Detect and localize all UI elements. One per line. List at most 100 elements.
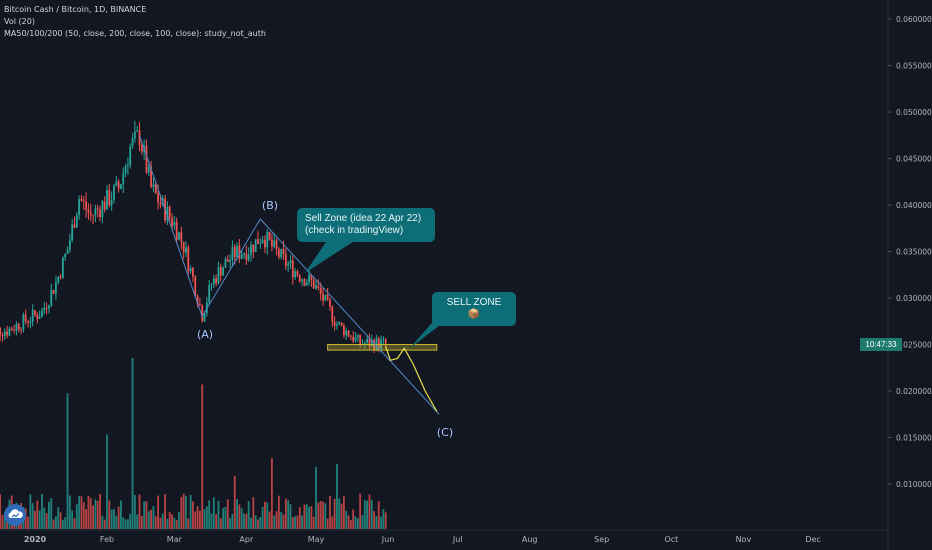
- volume-bar: [224, 506, 227, 529]
- time-axis[interactable]: 2020 Feb Mar Apr May Jun Jul Aug Sep Oct Nov Dec: [24, 535, 821, 544]
- volume-bar: [64, 517, 67, 529]
- volume-bar: [152, 506, 155, 529]
- volume-bar: [106, 434, 108, 529]
- candle-body: [147, 166, 150, 173]
- volume-bar: [199, 510, 201, 529]
- volume-bar: [303, 504, 306, 529]
- candle-body: [226, 259, 229, 262]
- volume-bar: [370, 500, 373, 529]
- volume-bar: [280, 511, 283, 529]
- y-tick-label: 0.045000: [896, 155, 932, 164]
- price-axis[interactable]: 0.060000 0.055000 0.050000 0.045000 0.040000…: [888, 15, 932, 489]
- volume-bar: [38, 510, 41, 529]
- volume-bar: [254, 515, 257, 529]
- symbol-title[interactable]: Bitcoin Cash / Bitcoin, 1D, BINANCE: [4, 5, 147, 14]
- candle-body: [319, 287, 322, 294]
- volume-bar: [373, 511, 375, 529]
- candle-body: [140, 145, 143, 152]
- volume-bar: [212, 497, 215, 529]
- volume-bar: [250, 517, 252, 529]
- volume-bar: [380, 516, 382, 529]
- candle-body: [89, 212, 92, 216]
- volume-bar: [66, 393, 69, 529]
- candle-body: [250, 244, 252, 255]
- forecast-path: [385, 346, 438, 412]
- volume-bar: [147, 511, 150, 529]
- volume-bar: [171, 514, 173, 529]
- candle-body: [43, 307, 46, 311]
- sell-zone-callout[interactable]: SELL ZONE 📦: [432, 292, 516, 326]
- candle-body: [268, 231, 271, 240]
- wave-labels: (A) (B) (C): [197, 199, 453, 439]
- candle-body: [36, 314, 39, 319]
- candle-body: [115, 181, 118, 186]
- cloud-icon: [8, 509, 23, 518]
- candle-body: [247, 254, 250, 261]
- candle-body: [359, 334, 362, 345]
- volume-bar: [377, 501, 380, 529]
- candle-body: [363, 343, 366, 345]
- volume-indicator-label[interactable]: Vol (20): [4, 17, 35, 26]
- volume-bar: [201, 384, 204, 529]
- candle-body: [78, 199, 81, 215]
- candle-body: [192, 267, 194, 277]
- volume-bar: [55, 516, 57, 529]
- candle-body: [45, 307, 48, 309]
- candle-body: [6, 331, 9, 336]
- candle-body: [8, 328, 11, 336]
- candle-body: [92, 215, 94, 217]
- candle-body: [245, 253, 248, 261]
- tradingview-logo[interactable]: [4, 504, 26, 526]
- volume-bar: [50, 498, 53, 529]
- volume-bar: [361, 515, 364, 529]
- sell-zone-idea-callout[interactable]: Sell Zone (idea 22 Apr 22) (check in tra…: [297, 208, 435, 242]
- candle-body: [13, 330, 15, 332]
- volume-bar: [236, 499, 238, 529]
- volume-bar: [161, 513, 164, 529]
- volume-bar: [277, 495, 280, 529]
- volume-bar: [240, 508, 243, 529]
- ma-indicator-label[interactable]: MA50/100/200 (50, close, 200, close, 100…: [4, 29, 266, 38]
- volume-bar: [305, 504, 308, 529]
- candle-body: [199, 304, 201, 306]
- volume-bar: [180, 496, 183, 529]
- candle-body: [187, 247, 190, 272]
- candle-body: [356, 334, 359, 338]
- volume-bar: [275, 511, 278, 529]
- volume-bar: [31, 503, 34, 529]
- x-tick-label: Jul: [452, 535, 463, 544]
- chart-legend: Bitcoin Cash / Bitcoin, 1D, BINANCE Vol …: [4, 4, 266, 40]
- candle-body: [150, 166, 153, 188]
- volume-bar: [312, 516, 315, 529]
- volume-bar: [173, 517, 176, 529]
- x-tick-label: May: [308, 535, 325, 544]
- candle-body: [152, 184, 155, 188]
- candle-body: [308, 274, 310, 283]
- volume-bar: [359, 493, 362, 529]
- volume-bar: [87, 495, 90, 529]
- candle-body: [289, 260, 292, 264]
- volume-bar: [168, 511, 171, 529]
- volume-bar: [296, 515, 299, 529]
- wave-label-a: (A): [197, 328, 213, 341]
- candle-body: [261, 239, 264, 243]
- volume-bar: [322, 501, 324, 529]
- candle-body: [154, 184, 157, 194]
- candle-body: [138, 130, 141, 146]
- volume-bar: [340, 503, 343, 529]
- volume-bar: [219, 518, 222, 529]
- volume-bar: [122, 517, 125, 529]
- volume-bar: [233, 475, 236, 529]
- volume-bar: [150, 509, 153, 529]
- volume-bar: [115, 515, 118, 529]
- candle-body: [117, 181, 120, 189]
- candle-body: [57, 276, 60, 283]
- volume-bar: [205, 506, 208, 529]
- volume-bar: [178, 512, 180, 529]
- volume-bar: [319, 501, 322, 529]
- candle-body: [305, 282, 308, 286]
- volume-bar: [1, 515, 4, 529]
- wave-polyline: [139, 135, 440, 415]
- volume-bar: [252, 497, 255, 529]
- candle-body: [182, 241, 185, 253]
